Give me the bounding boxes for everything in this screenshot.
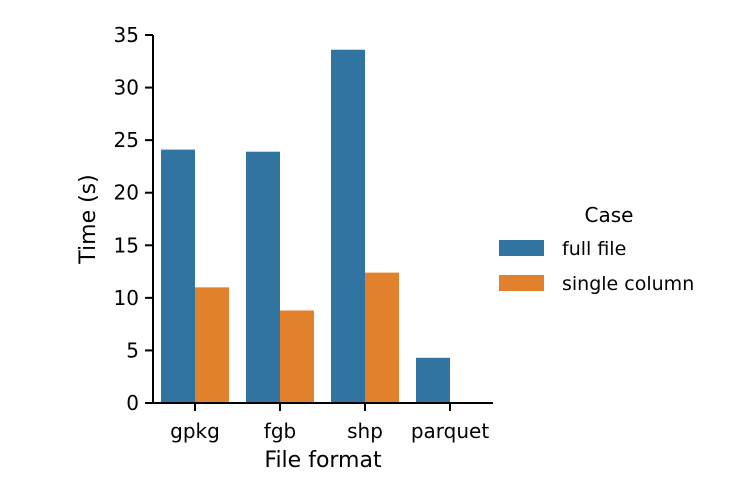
x-tick-label: parquet [411,419,489,443]
x-tick-label: shp [347,419,383,443]
y-tick-label: 35 [114,23,139,47]
y-tick-label: 0 [126,391,139,415]
bar-gpkg-single-column [195,287,229,403]
x-tick-label: fgb [264,419,296,443]
bar-shp-full-file [331,49,365,403]
legend-label-single-column: single column [562,273,694,295]
bar-shp-single-column [365,272,399,403]
x-ticks-layer: gpkg fgb shp parquet [170,403,489,443]
y-axis-title: Time (s) [76,174,101,264]
y-tick-label: 15 [114,233,139,257]
y-ticks-layer: 0 5 10 15 20 25 30 35 [114,23,153,415]
legend-swatch-full-file [499,240,544,256]
bars-layer [161,49,450,403]
y-tick-label: 25 [114,128,139,152]
legend-swatch-single-column [499,275,544,291]
legend-title: Case [585,203,634,227]
bar-fgb-single-column [280,310,314,403]
bar-gpkg-full-file [161,149,195,403]
y-tick-label: 30 [114,76,139,100]
legend: Case full file single column [499,203,694,295]
x-axis-title: File format [264,448,382,473]
legend-label-full-file: full file [562,238,626,260]
axes-layer [152,35,493,404]
y-tick-label: 20 [114,181,139,205]
y-tick-label: 5 [126,338,139,362]
y-tick-label: 10 [114,286,139,310]
bar-parquet-full-file [416,357,450,403]
bar-fgb-full-file [246,151,280,403]
x-tick-label: gpkg [170,419,220,443]
